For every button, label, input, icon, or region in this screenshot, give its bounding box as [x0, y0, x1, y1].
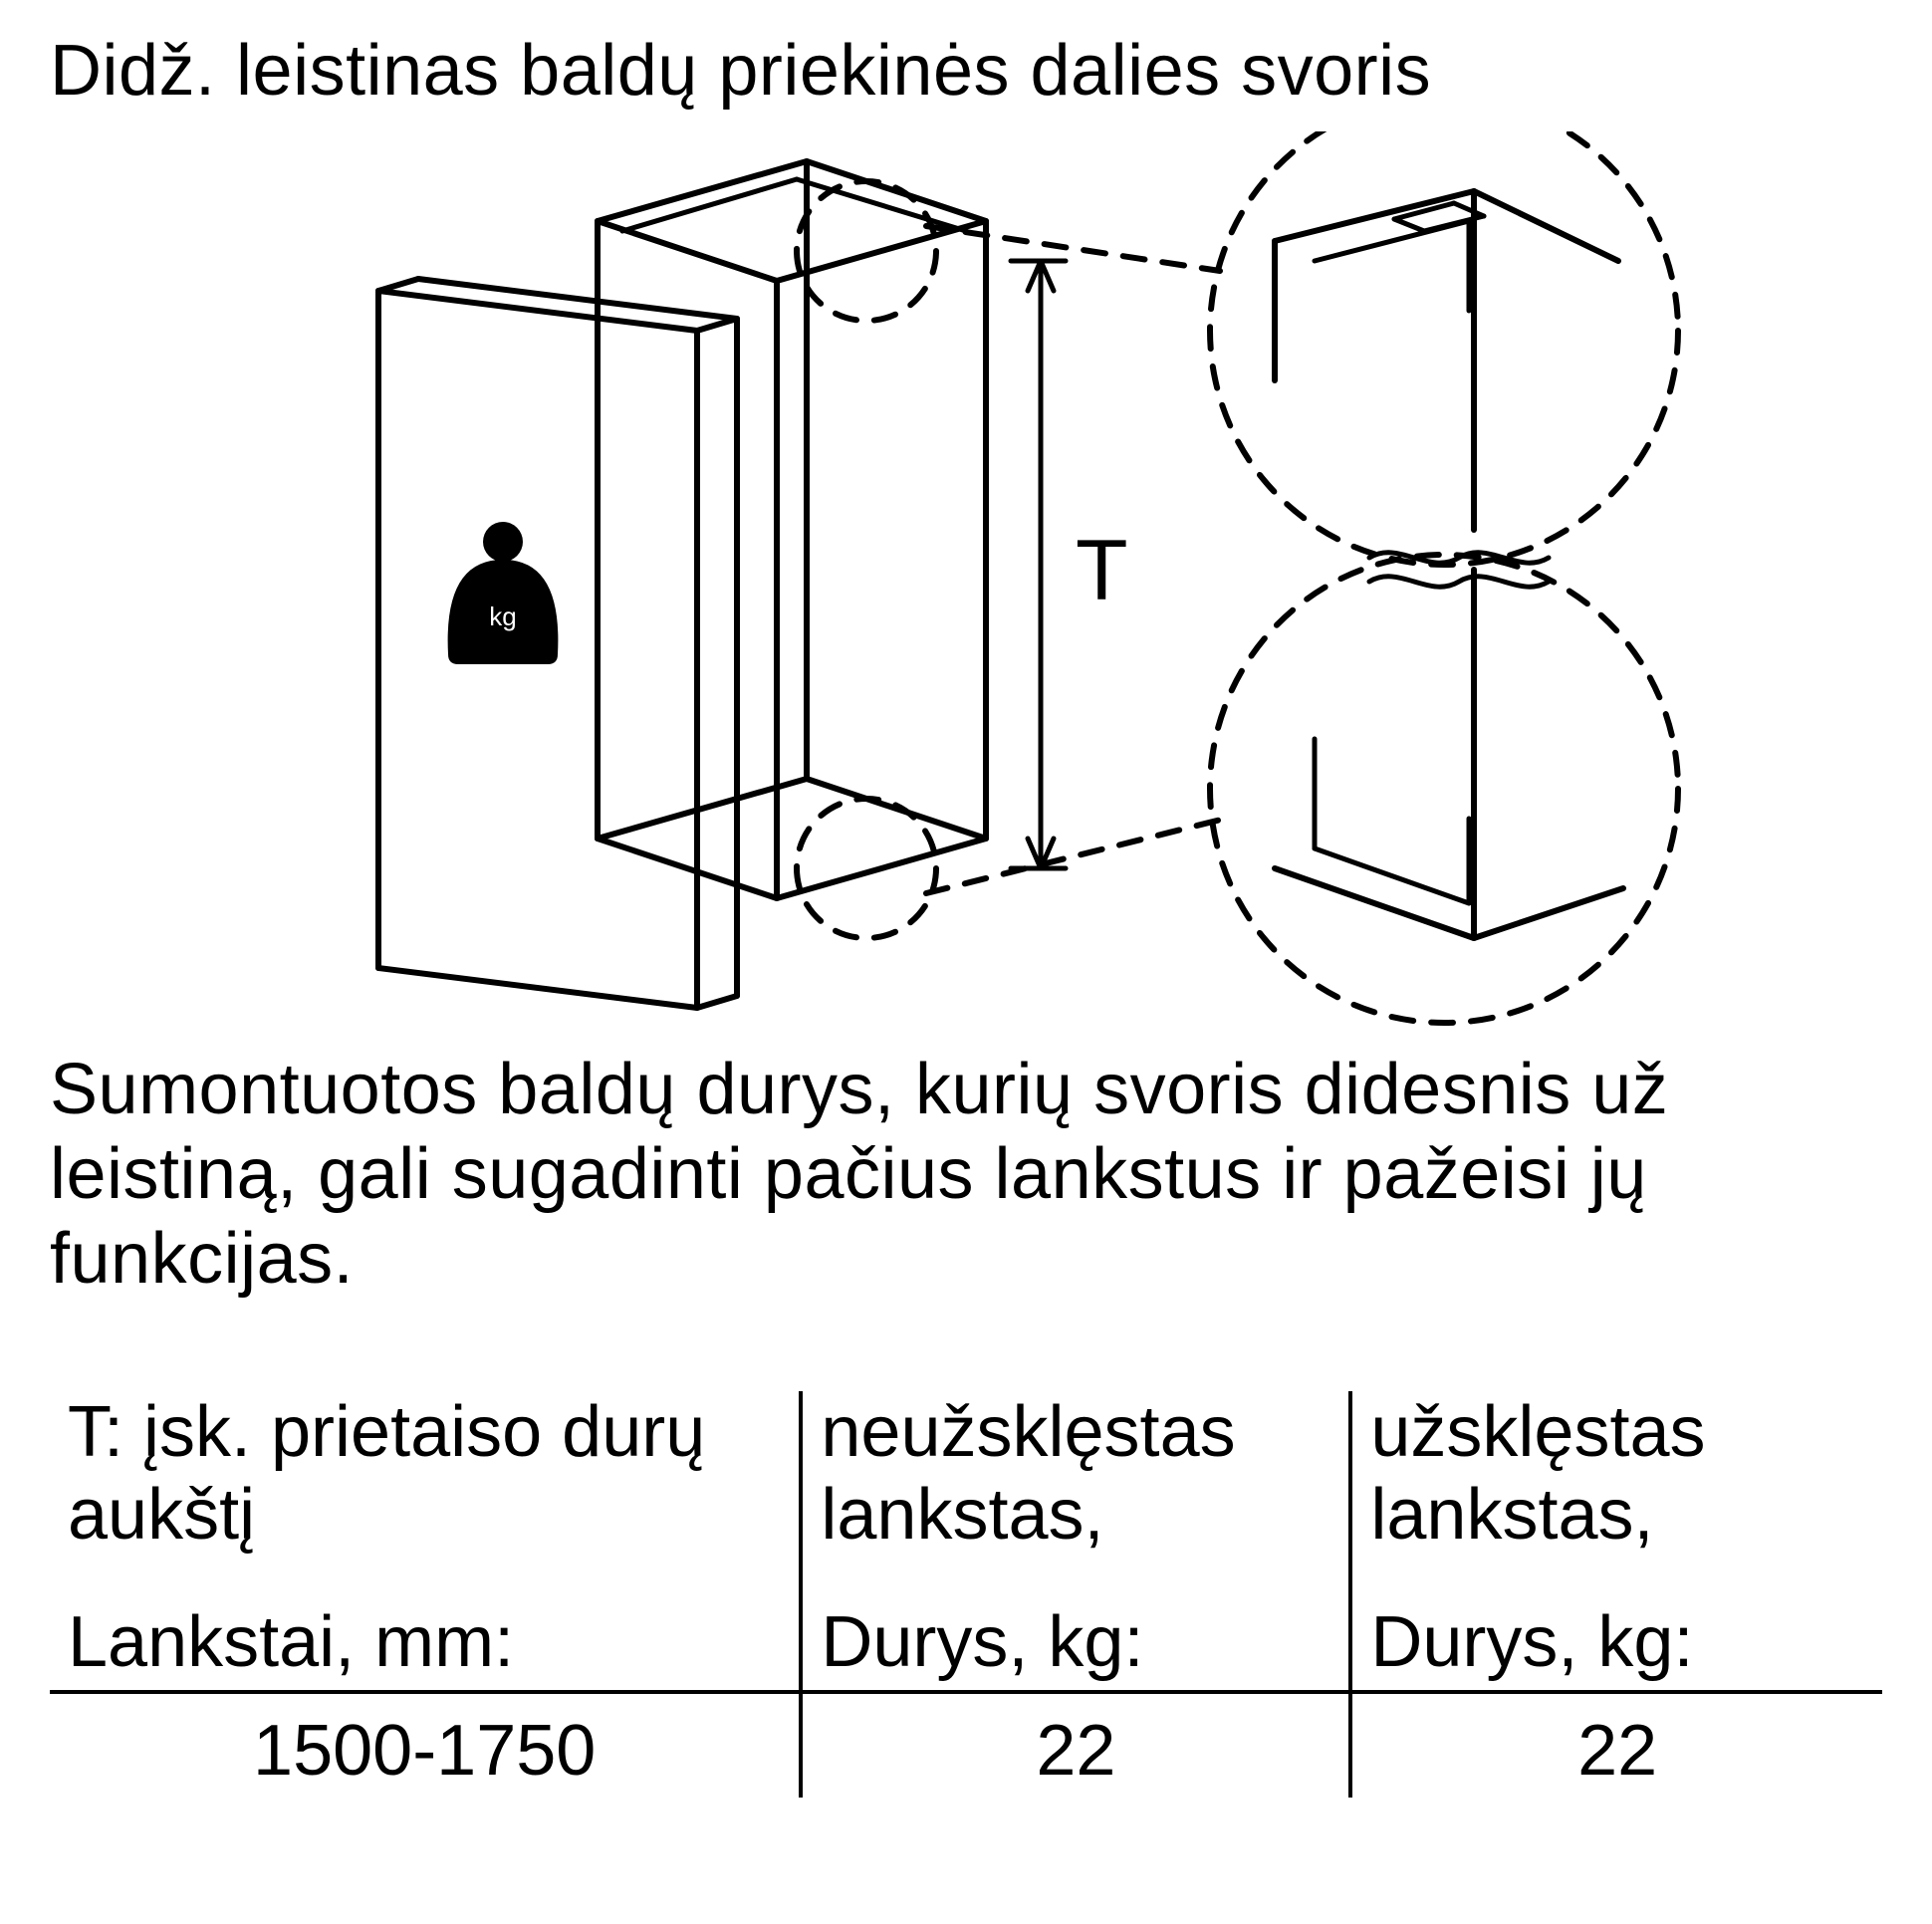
col1-line1: T: įsk. prietaiso durų aukštį: [68, 1391, 781, 1557]
table-header-col2: neužsklęstas lankstas, Durys, kg:: [801, 1391, 1350, 1692]
col2-line2: Durys, kg:: [821, 1601, 1330, 1684]
weight-icon-label: kg: [489, 601, 516, 631]
weight-icon: kg: [448, 522, 559, 664]
technical-diagram: T kg: [169, 131, 1763, 1028]
table-header-row: T: įsk. prietaiso durų aukštį Lankstai, …: [50, 1391, 1882, 1692]
cell-unlocked: 22: [801, 1692, 1350, 1798]
table-header-col3: užsklęstas lankstas, Durys, kg:: [1350, 1391, 1882, 1692]
cell-locked: 22: [1350, 1692, 1882, 1798]
col3-line2: Durys, kg:: [1370, 1601, 1864, 1684]
warning-note: Sumontuotos baldų durys, kurių svoris di…: [50, 1048, 1882, 1302]
dimension-label: T: [1076, 523, 1128, 618]
diagram-container: T kg: [50, 131, 1882, 1028]
cell-range: 1500-1750: [50, 1692, 801, 1798]
table-row: 1500-1750 22 22: [50, 1692, 1882, 1798]
col3-line1: užsklęstas lankstas,: [1370, 1391, 1864, 1557]
table-header-col1: T: įsk. prietaiso durų aukštį Lankstai, …: [50, 1391, 801, 1692]
page: Didž. leistinas baldų priekinės dalies s…: [0, 0, 1932, 1924]
spec-table: T: įsk. prietaiso durų aukštį Lankstai, …: [50, 1391, 1882, 1798]
page-title: Didž. leistinas baldų priekinės dalies s…: [50, 30, 1882, 112]
col2-line1: neužsklęstas lankstas,: [821, 1391, 1330, 1557]
col1-line2: Lankstai, mm:: [68, 1601, 781, 1684]
